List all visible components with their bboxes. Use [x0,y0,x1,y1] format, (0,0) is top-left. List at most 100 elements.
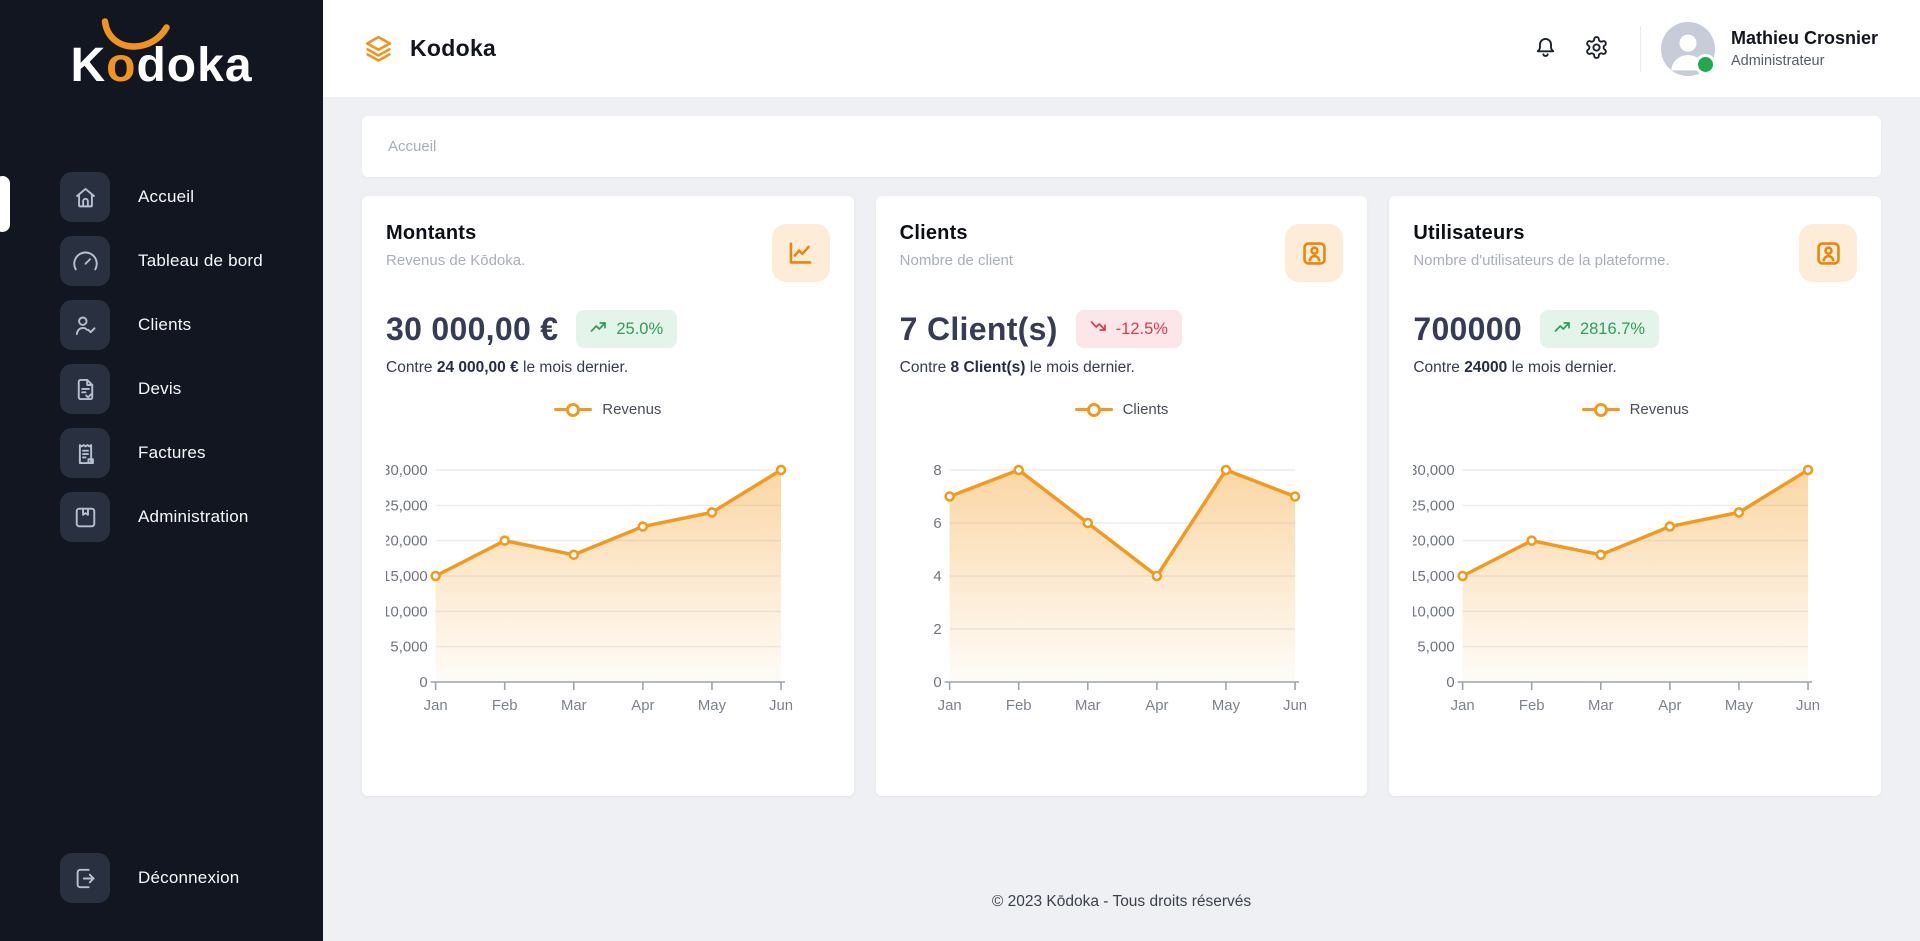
chart-legend: Revenus [386,401,830,418]
trend-up-icon [1554,319,1571,339]
svg-text:15,000: 15,000 [386,568,428,585]
svg-text:Apr: Apr [631,697,654,714]
main-area: Kodoka [323,0,1920,941]
svg-text:Apr: Apr [1145,697,1168,714]
legend-marker-icon [1581,402,1620,417]
sidebar-item-label: Administration [138,507,249,526]
card-subtitle: Nombre de client [899,252,1014,269]
svg-text:May: May [1725,697,1754,714]
legend-marker-icon [1074,402,1113,417]
sidebar: Kodoka Accueil Tableau de bord Clients D… [0,0,323,941]
card-utilisateurs: Utilisateurs Nombre d'utilisateurs de la… [1389,196,1882,796]
svg-text:5,000: 5,000 [1418,639,1455,656]
logout-wrap: Déconnexion [0,853,323,903]
settings-button[interactable] [1584,35,1609,63]
gear-icon [1584,35,1609,63]
page-title: Kodoka [410,35,497,61]
svg-text:Jan: Jan [1451,697,1475,714]
line-chart-icon [771,224,830,282]
card-clients: Clients Nombre de client 7 Client(s) -12… [875,196,1368,796]
svg-text:May: May [698,697,727,714]
svg-text:Apr: Apr [1659,697,1682,714]
card-subtitle: Nombre d'utilisateurs de la plateforme. [1413,252,1670,269]
svg-text:20,000: 20,000 [1413,533,1455,550]
active-indicator [0,176,10,232]
invoice-icon [60,428,110,478]
logo-text-rest: doka [136,39,253,92]
sidebar-item-accueil[interactable]: Accueil [60,172,323,222]
sidebar-item-label: Accueil [138,187,195,206]
sidebar-item-factures[interactable]: Factures [60,428,323,478]
header-brand: Kodoka [363,33,496,64]
trend-down-icon [1090,319,1107,339]
legend-label: Revenus [602,401,662,418]
archive-icon [60,492,110,542]
trend-badge: 2816.7% [1539,310,1660,348]
svg-text:Jun: Jun [769,697,793,714]
header-divider [1639,25,1641,72]
sidebar-nav: Accueil Tableau de bord Clients Devis Fa… [0,172,323,542]
card-value: 7 Client(s) [899,310,1058,347]
user-role: Administrateur [1730,53,1825,69]
cards-row: Montants Revenus de Kōdoka. 30 000,00 € … [362,196,1882,796]
svg-text:30,000: 30,000 [386,462,428,479]
logout-icon [60,853,110,903]
comparison-text: Contre 8 Client(s) le mois dernier. [899,359,1135,376]
card-subtitle: Revenus de Kōdoka. [386,252,526,269]
svg-text:Mar: Mar [1588,697,1614,714]
sidebar-item-label: Clients [138,315,192,334]
svg-text:5,000: 5,000 [390,639,427,656]
sidebar-item-clients[interactable]: Clients [60,300,323,350]
document-check-icon [60,364,110,414]
svg-text:8: 8 [933,462,941,479]
logo-text-k: K [70,39,107,92]
user-check-icon [60,300,110,350]
svg-text:Jun: Jun [1283,697,1307,714]
svg-text:30,000: 30,000 [1413,462,1455,479]
sidebar-item-deconnexion[interactable]: Déconnexion [60,853,323,903]
svg-text:20,000: 20,000 [386,533,428,550]
svg-text:15,000: 15,000 [1413,568,1455,585]
svg-text:Mar: Mar [1075,697,1101,714]
legend-label: Clients [1122,401,1169,418]
home-icon [60,172,110,222]
sidebar-item-administration[interactable]: Administration [60,492,323,542]
card-title: Montants [386,222,477,244]
svg-text:25,000: 25,000 [1413,497,1455,514]
svg-text:Jan: Jan [424,697,448,714]
footer-text: © 2023 Kōdoka - Tous droits réservés [991,893,1252,910]
user-menu[interactable]: Mathieu Crosnier Administrateur [1660,21,1878,76]
sidebar-item-label: Tableau de bord [138,251,263,270]
breadcrumb: Accueil [362,116,1881,177]
sidebar-item-devis[interactable]: Devis [60,364,323,414]
trend-badge: 25.0% [576,310,678,348]
trend-up-icon [590,319,607,339]
svg-text:Feb: Feb [492,697,518,714]
notifications-button[interactable] [1533,35,1558,63]
legend-label: Revenus [1629,401,1689,418]
logo-swoosh-icon [102,18,171,50]
layers-icon [363,33,394,64]
trend-badge: -12.5% [1075,310,1182,348]
legend-marker-icon [554,402,593,417]
svg-text:2: 2 [933,621,941,638]
top-header: Kodoka [323,0,1920,97]
area-chart: 0 5,000 10,000 15,000 20,000 25,000 30,000 Jan F… [1413,462,1820,714]
online-status-dot [1694,53,1716,75]
chart-legend: Clients [900,401,1344,418]
card-value: 30 000,00 € [386,310,559,347]
sidebar-item-label: Factures [138,443,206,462]
bell-icon [1533,35,1558,63]
user-badge-icon [1285,224,1344,282]
svg-text:6: 6 [933,515,941,532]
chart-legend: Revenus [1413,401,1857,418]
card-title: Utilisateurs [1413,222,1525,244]
svg-text:Feb: Feb [1006,697,1032,714]
svg-text:May: May [1212,697,1241,714]
svg-text:Jun: Jun [1796,697,1820,714]
content: Accueil Montants Revenus de Kōdoka. 30 0… [323,97,1920,941]
sidebar-item-tableau-de-bord[interactable]: Tableau de bord [60,236,323,286]
svg-text:10,000: 10,000 [386,603,428,620]
gauge-icon [60,236,110,286]
